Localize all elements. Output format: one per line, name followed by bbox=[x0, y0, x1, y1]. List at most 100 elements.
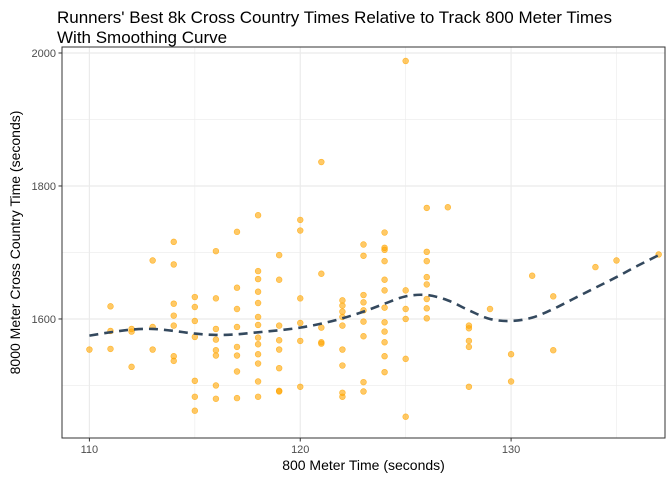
data-point bbox=[360, 299, 367, 306]
data-point bbox=[149, 257, 156, 264]
data-point bbox=[254, 378, 262, 385]
data-point bbox=[423, 273, 430, 281]
data-point bbox=[212, 336, 220, 343]
data-point bbox=[254, 334, 262, 341]
data-point bbox=[275, 322, 283, 329]
data-point bbox=[233, 284, 241, 291]
data-point bbox=[212, 395, 220, 402]
data-point bbox=[191, 393, 199, 400]
data-point bbox=[339, 322, 346, 329]
data-point bbox=[254, 321, 262, 329]
data-point bbox=[381, 319, 388, 326]
data-point bbox=[233, 323, 241, 331]
data-point bbox=[592, 263, 599, 271]
data-point bbox=[381, 304, 388, 311]
data-point bbox=[254, 313, 262, 321]
data-point bbox=[423, 281, 430, 288]
data-point bbox=[191, 303, 199, 311]
x-tick-label: 130 bbox=[502, 444, 520, 456]
y-tick-label: 1600 bbox=[32, 314, 56, 326]
data-point bbox=[339, 297, 346, 304]
data-point bbox=[318, 340, 325, 347]
data-point bbox=[191, 407, 199, 414]
chart-title-line-2: With Smoothing Curve bbox=[57, 28, 228, 47]
data-point bbox=[613, 257, 620, 264]
x-tick-label: 120 bbox=[291, 444, 309, 456]
data-point bbox=[233, 228, 241, 236]
y-tick-label: 1800 bbox=[32, 181, 56, 193]
data-point bbox=[402, 57, 409, 65]
data-point bbox=[339, 393, 346, 400]
data-point bbox=[444, 204, 452, 211]
data-point bbox=[423, 248, 430, 256]
data-point bbox=[339, 308, 346, 315]
data-point bbox=[275, 337, 283, 344]
data-point bbox=[381, 328, 388, 335]
data-point bbox=[423, 315, 430, 322]
data-point bbox=[170, 322, 177, 329]
data-point bbox=[465, 325, 473, 332]
data-point bbox=[233, 343, 241, 351]
data-point bbox=[423, 305, 430, 312]
data-point bbox=[360, 291, 367, 299]
data-point bbox=[254, 212, 262, 219]
data-point bbox=[339, 362, 346, 369]
x-axis-title: 800 Meter Time (seconds) bbox=[282, 457, 445, 473]
data-point bbox=[360, 333, 367, 340]
data-point bbox=[254, 393, 262, 400]
data-point bbox=[318, 158, 325, 166]
smoothing-curve bbox=[89, 253, 660, 337]
y-axis-ticks: 1600 1800 2000 bbox=[32, 48, 62, 326]
data-point bbox=[233, 305, 241, 313]
data-point bbox=[297, 319, 304, 327]
data-point bbox=[170, 300, 177, 307]
data-point bbox=[507, 351, 515, 358]
data-point bbox=[170, 312, 177, 319]
data-point bbox=[318, 324, 325, 331]
data-point bbox=[254, 275, 262, 283]
data-point bbox=[381, 246, 388, 254]
data-point bbox=[212, 325, 220, 333]
data-point bbox=[297, 337, 304, 345]
data-point bbox=[318, 270, 325, 277]
data-point bbox=[381, 368, 388, 376]
data-point bbox=[339, 302, 346, 309]
data-point bbox=[402, 315, 409, 323]
data-point bbox=[550, 347, 557, 354]
data-point bbox=[486, 305, 494, 313]
data-point bbox=[507, 378, 515, 385]
data-point bbox=[381, 257, 388, 265]
data-point bbox=[297, 216, 304, 224]
data-point bbox=[233, 352, 241, 359]
data-point bbox=[233, 368, 241, 375]
data-point bbox=[191, 293, 199, 301]
data-point bbox=[402, 287, 409, 294]
data-point bbox=[254, 341, 262, 348]
data-point bbox=[275, 276, 283, 283]
x-tick-label: 110 bbox=[81, 444, 99, 456]
data-point bbox=[86, 346, 93, 353]
data-point bbox=[360, 252, 367, 259]
data-point bbox=[128, 325, 135, 333]
data-point bbox=[275, 388, 283, 395]
data-point bbox=[550, 293, 557, 300]
data-point bbox=[465, 343, 473, 351]
data-point bbox=[381, 339, 388, 346]
data-point bbox=[212, 347, 220, 354]
data-point bbox=[360, 241, 367, 248]
data-point bbox=[212, 247, 220, 255]
panel-border bbox=[61, 46, 666, 439]
data-point bbox=[402, 413, 409, 420]
data-point bbox=[381, 353, 388, 360]
y-axis-title: 8000 Meter Cross Country Time (seconds) bbox=[7, 111, 23, 375]
chart-title-line-1: Runners' Best 8k Cross Country Times Rel… bbox=[57, 8, 612, 27]
data-point bbox=[423, 295, 430, 303]
data-point bbox=[191, 317, 199, 325]
grid-lines bbox=[62, 47, 665, 438]
data-point bbox=[128, 363, 135, 371]
data-points bbox=[86, 57, 662, 420]
data-point bbox=[423, 204, 430, 212]
data-point bbox=[170, 261, 177, 268]
data-point bbox=[254, 267, 262, 275]
